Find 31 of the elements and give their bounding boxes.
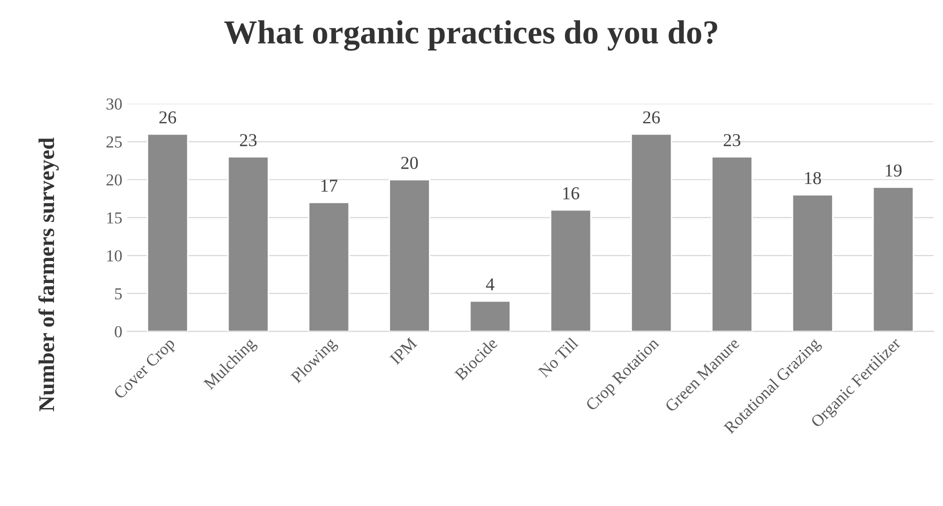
bar <box>227 156 270 332</box>
bar <box>711 156 753 332</box>
data-label: 18 <box>805 172 821 184</box>
data-label: 17 <box>321 180 338 192</box>
bar <box>308 202 350 332</box>
y-tick-label: 25 <box>106 136 122 148</box>
bar <box>146 133 188 332</box>
y-tick-label: 5 <box>115 288 122 300</box>
x-tick-label: IPM <box>389 337 418 365</box>
y-tick-label: 30 <box>106 98 122 110</box>
y-tick-label: 10 <box>107 250 122 262</box>
bar <box>872 186 914 332</box>
data-label: 4 <box>486 278 494 290</box>
data-label: 19 <box>886 164 902 177</box>
y-tick-label: 20 <box>106 174 122 186</box>
x-tick-label: No Till <box>537 336 579 378</box>
y-tick-label: 15 <box>107 212 122 224</box>
bar <box>388 178 430 332</box>
bar <box>469 300 511 332</box>
bar <box>630 133 672 332</box>
data-label: 26 <box>159 111 176 124</box>
y-axis-title: Number of farmers surveyed <box>38 138 59 412</box>
chart-title: What organic practices do you do? <box>224 20 718 51</box>
data-label: 16 <box>563 187 580 200</box>
data-label: 23 <box>724 134 740 146</box>
data-label: 26 <box>643 111 660 124</box>
data-label: 20 <box>401 156 418 170</box>
y-tick-label: 0 <box>114 326 122 338</box>
bar <box>792 194 834 332</box>
data-label: 23 <box>240 134 257 146</box>
bar <box>550 209 592 332</box>
